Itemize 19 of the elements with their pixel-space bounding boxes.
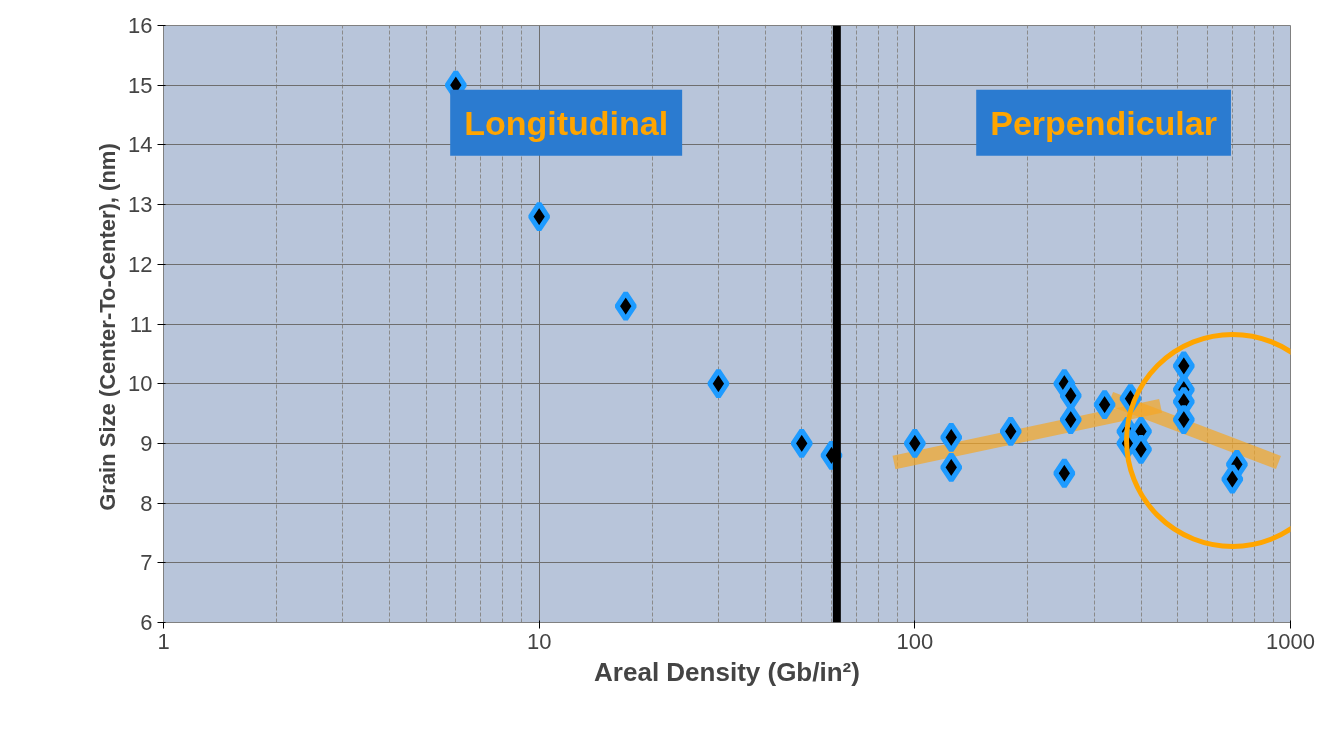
y-tick-label: 6: [140, 610, 153, 635]
y-tick-label: 12: [128, 251, 153, 277]
annotation: Perpendicular: [990, 103, 1217, 142]
x-tick-label: 10: [526, 628, 552, 654]
x-tick-label: 100: [896, 628, 934, 654]
x-axis-title: Areal Density (Gb/in²): [594, 656, 860, 687]
y-axis-title: Grain Size (Center-To-Center), (nm): [95, 143, 121, 511]
y-tick-label: 15: [128, 72, 153, 98]
y-tick-label: 8: [140, 490, 153, 516]
y-tick-label: 13: [128, 192, 153, 218]
x-tick-label: 1000: [1266, 628, 1315, 654]
annotation: Longitudinal: [464, 103, 669, 142]
y-tick-label: 10: [128, 371, 153, 397]
y-tick-label: 11: [129, 311, 153, 337]
y-tick-label: 7: [140, 550, 153, 576]
y-tick-label: 14: [128, 132, 153, 158]
y-tick-label: 16: [128, 13, 153, 38]
y-tick-label: 9: [140, 430, 153, 456]
x-tick-label: 1: [157, 628, 170, 654]
